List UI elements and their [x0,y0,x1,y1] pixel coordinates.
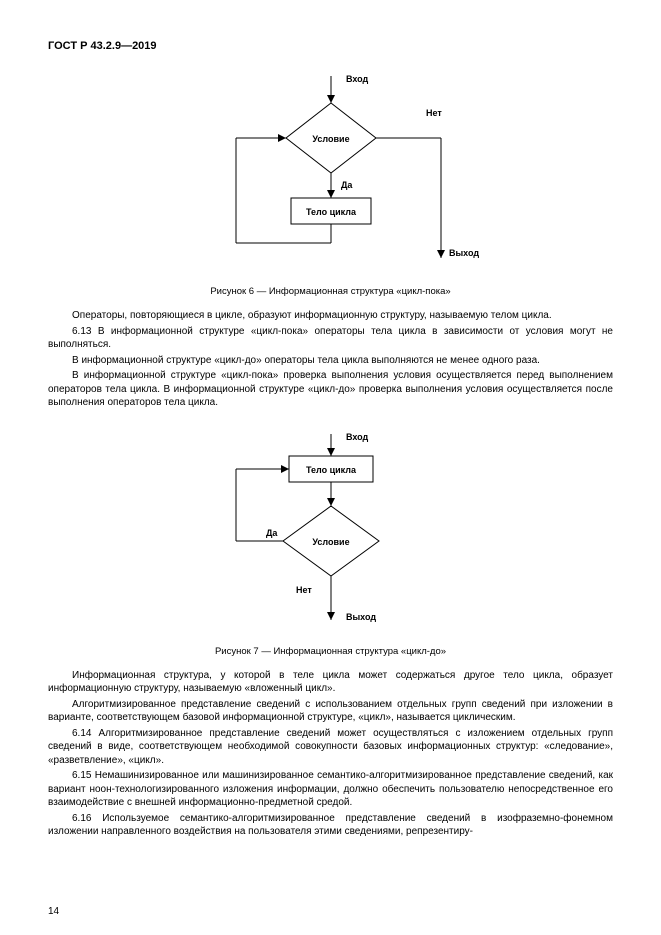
fig6-label-yes: Да [341,180,353,190]
para-6-16: 6.16 Используемое семантико-алгоритмизир… [48,812,613,839]
page-number: 14 [48,906,59,917]
para-6-13a: Операторы, повторяющиеся в цикле, образу… [48,309,613,323]
document-header: ГОСТ Р 43.2.9—2019 [48,40,613,52]
para-6-14: 6.14 Алгоритмизированное представление с… [48,727,613,768]
figure-7: Вход Тело цикла Условие Да Нет Выход [48,428,613,638]
para-nested: Информационная структура, у которой в те… [48,669,613,696]
figure-6-caption: Рисунок 6 — Информационная структура «ци… [48,286,613,297]
fig6-label-cond: Условие [312,134,349,144]
para-6-13: 6.13 В информационной структуре «цикл-по… [48,325,613,352]
fig6-label-body: Тело цикла [305,207,356,217]
fig7-label-no: Нет [296,585,312,595]
para-6-13b: В информационной структуре «цикл-до» опе… [48,354,613,368]
para-6-13c: В информационной структуре «цикл-пока» п… [48,369,613,410]
para-cyclic: Алгоритмизированное представление сведен… [48,698,613,725]
figure-6: Вход Условие Нет Да Тело цикла Выход [48,68,613,278]
fig7-label-exit: Выход [346,612,376,622]
fig7-label-yes: Да [266,528,278,538]
fig6-label-no: Нет [426,108,442,118]
fig6-label-exit: Выход [449,248,479,258]
para-6-15: 6.15 Немашинизированное или машинизирова… [48,769,613,810]
fig6-label-enter: Вход [346,74,369,84]
fig7-label-enter: Вход [346,432,369,442]
fig7-label-cond: Условие [312,537,349,547]
figure-7-caption: Рисунок 7 — Информационная структура «ци… [48,646,613,657]
fig7-label-body: Тело цикла [305,465,356,475]
page: { "header": "ГОСТ Р 43.2.9—2019", "fig6"… [0,0,661,935]
